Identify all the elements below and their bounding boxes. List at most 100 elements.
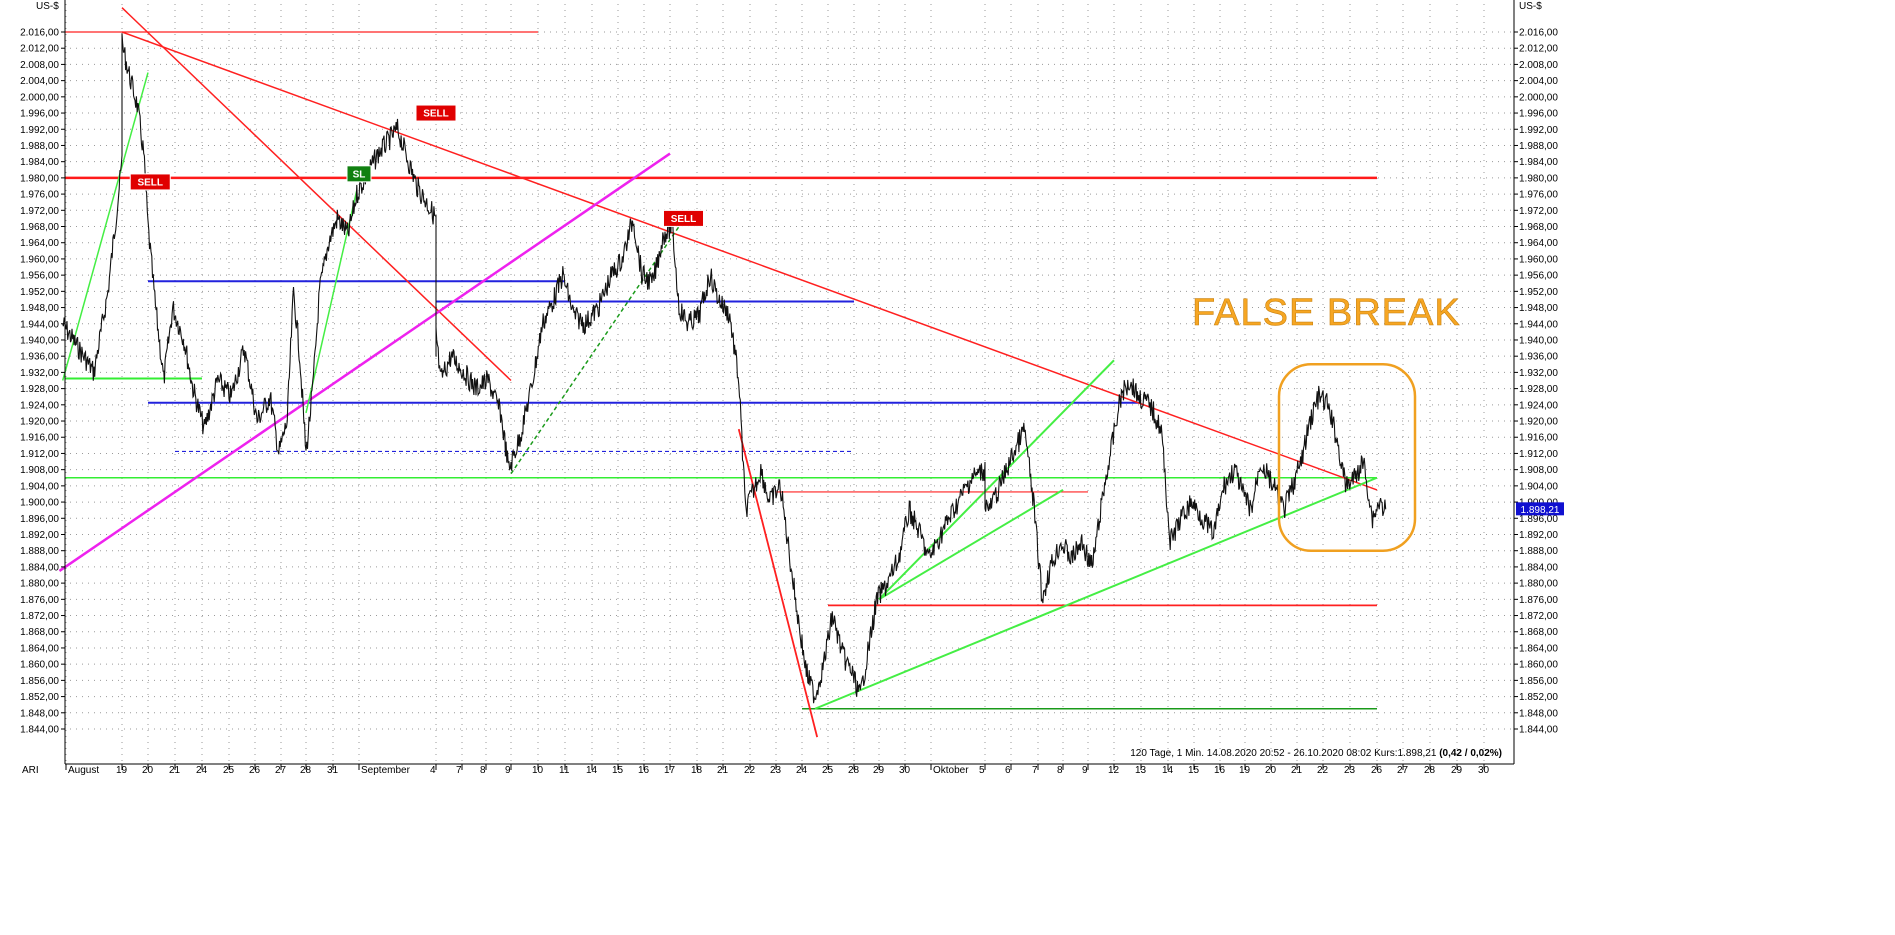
y-tick-label: 1.912,00 [20,449,59,460]
trend-line [510,226,680,475]
y-tick-label: 1.980,00 [1519,173,1558,184]
info-line-change: (0,42 / 0,02%) [1439,748,1502,759]
x-tick-label: 29 [873,765,885,776]
x-tick-label: 11 [559,765,570,776]
y-tick-label: 1.976,00 [20,190,59,201]
y-tick-label: 1.868,00 [20,627,59,638]
y-tick-label: 2.000,00 [1519,92,1558,103]
unit-label-right: US-$ [1519,1,1542,12]
y-tick-label: 1.908,00 [1519,465,1558,476]
y-tick-label: 1.988,00 [1519,141,1558,152]
x-tick-label: 21 [717,765,729,776]
x-tick-label: 8 [1057,765,1063,776]
trend-line [878,489,1064,601]
x-tick-label: 18 [691,765,703,776]
y-tick-label: 1.848,00 [1519,708,1558,719]
y-tick-label: 1.960,00 [1519,254,1558,265]
y-tick-label: 1.908,00 [20,465,59,476]
y-tick-label: 1.952,00 [20,287,59,298]
x-tick-label: 25 [822,765,834,776]
signal-label: SL [353,169,366,180]
info-line: 120 Tage, 1 Min. 14.08.2020 20:52 - 26.1… [1130,748,1502,759]
y-tick-label: 1.956,00 [1519,271,1558,282]
y-tick-label: 1.968,00 [20,222,59,233]
y-tick-label: 1.916,00 [20,433,59,444]
x-tick-label: 13 [1135,765,1147,776]
y-tick-label: 1.988,00 [20,141,59,152]
trend-line [121,7,512,382]
y-tick-label: 1.856,00 [20,676,59,687]
y-tick-label: 1.864,00 [1519,643,1558,654]
y-tick-label: 1.936,00 [20,352,59,363]
x-tick-label: September [361,765,411,776]
y-tick-label: 1.996,00 [20,109,59,120]
last-price-tag: 1.898,21 [1516,502,1564,516]
trend-line [58,152,671,572]
last-price-value: 1.898,21 [1521,505,1560,516]
price-series-line [62,33,1387,704]
y-tick-label: 1.924,00 [1519,400,1558,411]
y-tick-label: 1.932,00 [1519,368,1558,379]
x-tick-label: 5 [979,765,985,776]
last-price-box [1516,502,1564,516]
signal-sl: SL [346,165,372,183]
x-tick-label: 27 [275,765,287,776]
x-tick-label: 31 [327,765,339,776]
signal-box [663,209,704,227]
signal-sell: SELL [663,209,704,227]
y-axis-right: 1.844,00 1.848,00 1.852,00 1.856,00 1.860,00… [1514,28,1558,736]
x-tick-label: 6 [1005,765,1011,776]
y-tick-label: 1.992,00 [20,125,59,136]
y-tick-label: 1.880,00 [20,579,59,590]
trend-line [121,31,1378,491]
x-tick-label: 30 [1478,765,1490,776]
trend-line [305,189,358,414]
signal-markers: SELL SL SELL SELL [129,104,704,227]
signal-label: SELL [671,214,697,225]
signal-box [415,104,457,122]
x-tick-label: 10 [532,765,544,776]
y-tick-label: 1.848,00 [20,708,59,719]
x-tick-label: 16 [638,765,650,776]
y-tick-label: 1.948,00 [1519,303,1558,314]
x-tick-label: 26 [249,765,261,776]
y-tick-label: 1.852,00 [20,692,59,703]
y-tick-label: 1.936,00 [1519,352,1558,363]
y-tick-label: 2.016,00 [1519,28,1558,39]
unit-label-left: US-$ [36,1,59,12]
x-tick-label: 9 [505,765,511,776]
x-tick-label: 22 [1317,765,1329,776]
signal-sell: SELL [129,173,171,191]
horizontal-levels [65,31,1377,710]
y-tick-label: 2.004,00 [1519,76,1558,87]
y-tick-label: 1.992,00 [1519,125,1558,136]
y-tick-label: 1.944,00 [1519,319,1558,330]
x-tick-label: 23 [1344,765,1356,776]
x-tick-label: 7 [1032,765,1038,776]
trend-line [814,476,1378,710]
x-tick-label: 23 [770,765,782,776]
x-tick-label: 26 [1371,765,1383,776]
x-tick-label: 20 [142,765,154,776]
price-chart: SELL SL SELL SELL FALSE BREAK 1.844,00 1.848… [20,0,1564,776]
y-tick-label: 1.912,00 [1519,449,1558,460]
chart-container: SELL SL SELL SELL FALSE BREAK 1.844,00 1.848… [20,0,1564,776]
x-tick-label: 21 [169,765,181,776]
false-break-annotation: FALSE BREAK [1192,292,1461,334]
y-tick-label: 1.952,00 [1519,287,1558,298]
x-tick-label: 4 [430,765,436,776]
y-tick-label: 1.920,00 [20,417,59,428]
y-tick-label: 1.932,00 [20,368,59,379]
signal-label: SELL [423,109,449,120]
y-tick-label: 1.876,00 [1519,595,1558,606]
y-tick-label: 1.944,00 [20,319,59,330]
y-tick-label: 2.004,00 [20,76,59,87]
false-break-highlight-box [1277,363,1417,552]
x-tick-label: 27 [1397,765,1409,776]
x-tick-label: 7 [456,765,462,776]
y-tick-label: 1.860,00 [1519,660,1558,671]
y-tick-label: 1.888,00 [20,546,59,557]
y-tick-label: 1.980,00 [20,173,59,184]
x-tick-label: 28 [848,765,860,776]
y-tick-label: 1.856,00 [1519,676,1558,687]
